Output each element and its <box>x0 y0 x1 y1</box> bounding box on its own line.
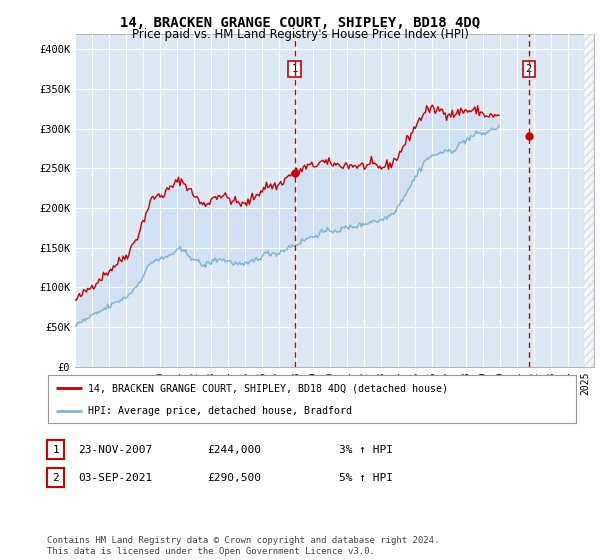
Text: 2: 2 <box>52 473 59 483</box>
Text: Contains HM Land Registry data © Crown copyright and database right 2024.
This d: Contains HM Land Registry data © Crown c… <box>47 536 440 556</box>
Text: 1: 1 <box>52 445 59 455</box>
Bar <box>584 34 594 367</box>
Text: 14, BRACKEN GRANGE COURT, SHIPLEY, BD18 4DQ (detached house): 14, BRACKEN GRANGE COURT, SHIPLEY, BD18 … <box>88 383 448 393</box>
Text: 14, BRACKEN GRANGE COURT, SHIPLEY, BD18 4DQ: 14, BRACKEN GRANGE COURT, SHIPLEY, BD18 … <box>120 16 480 30</box>
Text: 03-SEP-2021: 03-SEP-2021 <box>78 473 152 483</box>
Text: £290,500: £290,500 <box>207 473 261 483</box>
Text: Price paid vs. HM Land Registry's House Price Index (HPI): Price paid vs. HM Land Registry's House … <box>131 28 469 41</box>
Text: 2: 2 <box>526 64 532 73</box>
Text: 23-NOV-2007: 23-NOV-2007 <box>78 445 152 455</box>
Text: 1: 1 <box>292 64 298 73</box>
Text: 3% ↑ HPI: 3% ↑ HPI <box>339 445 393 455</box>
Text: 5% ↑ HPI: 5% ↑ HPI <box>339 473 393 483</box>
Text: HPI: Average price, detached house, Bradford: HPI: Average price, detached house, Brad… <box>88 406 352 416</box>
Text: £244,000: £244,000 <box>207 445 261 455</box>
